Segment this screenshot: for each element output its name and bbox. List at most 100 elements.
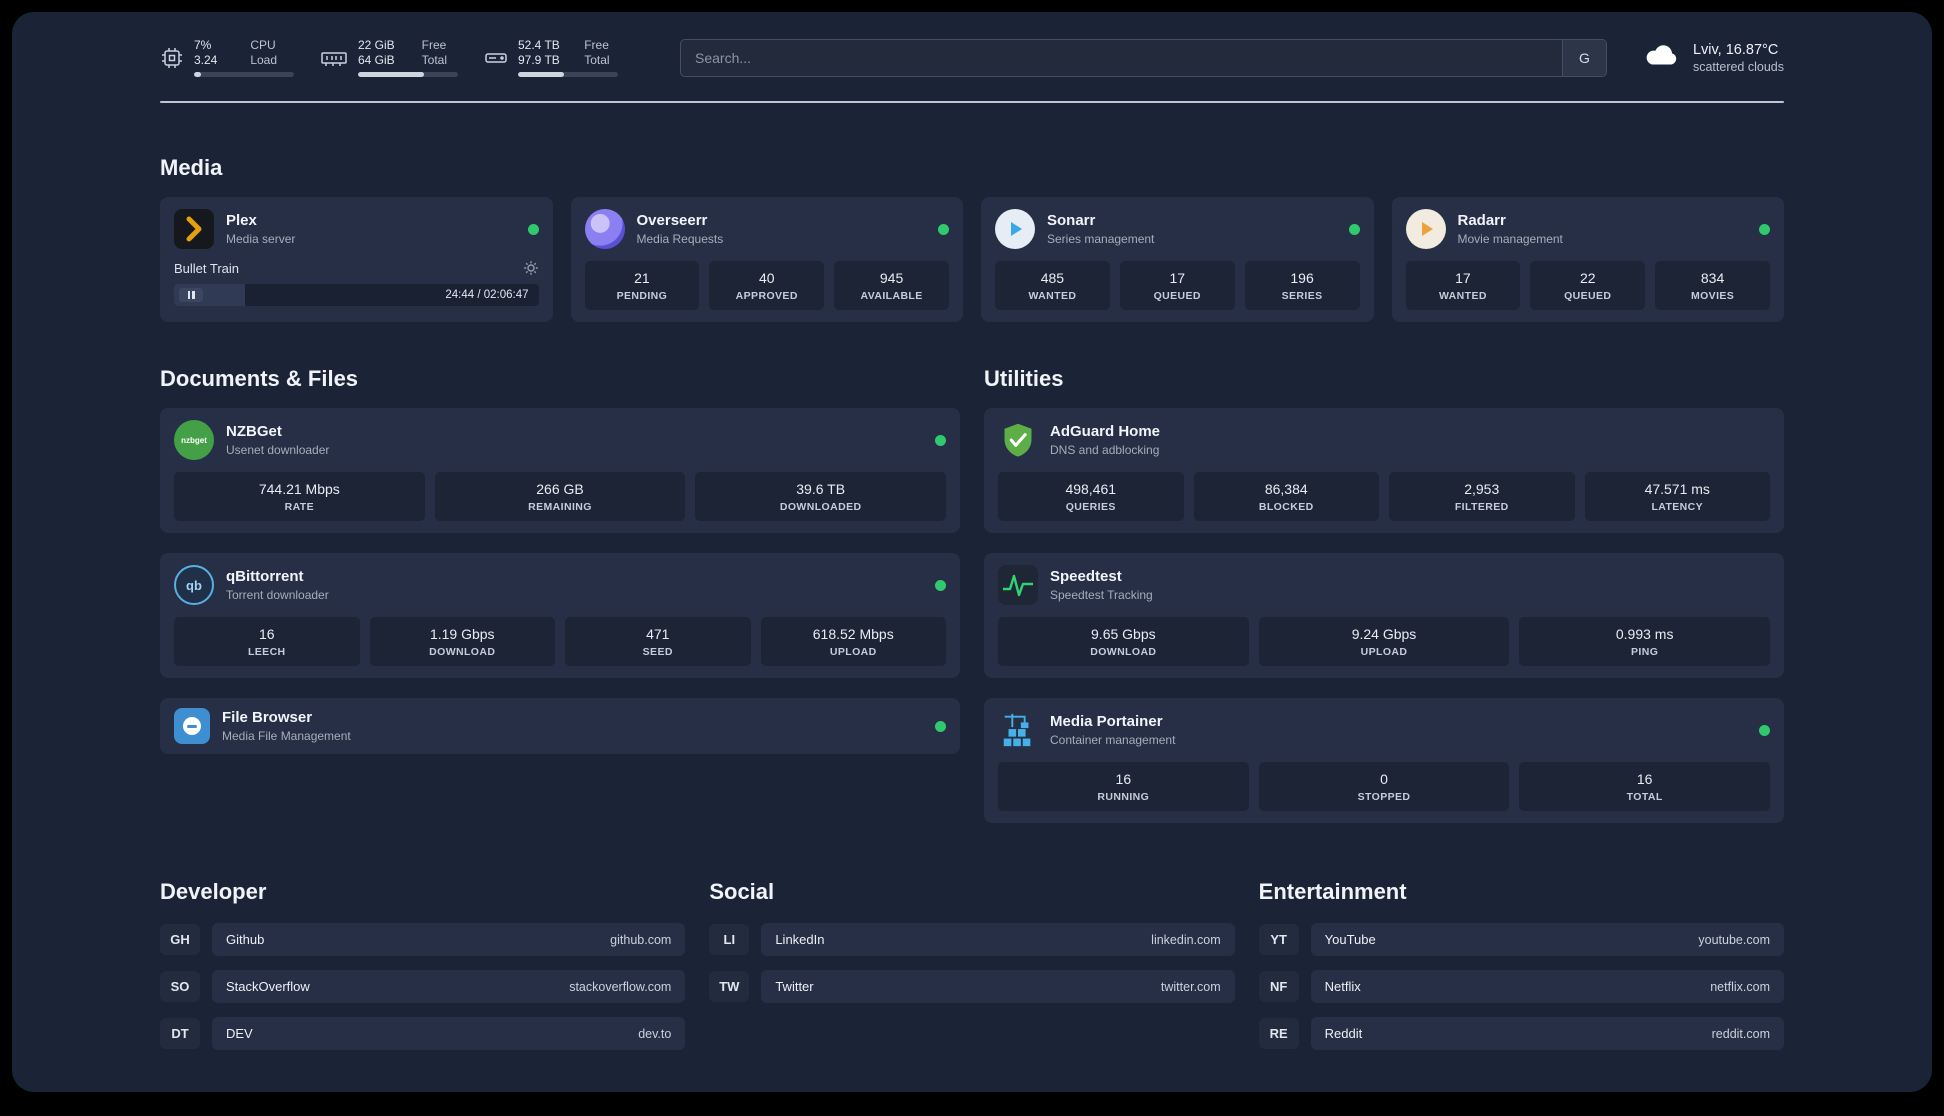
app-subtitle: Media File Management <box>222 729 351 743</box>
app-subtitle: Media server <box>226 232 296 246</box>
link-url: stackoverflow.com <box>569 979 672 994</box>
search-engine-button[interactable]: G <box>1561 39 1606 76</box>
link-row: RE Reddit reddit.com <box>1258 1017 1784 1050</box>
stat-value: 196 <box>1290 270 1314 286</box>
app-card-nzbget[interactable]: nzbget NZBGet Usenet downloader 744.21 M… <box>160 408 960 533</box>
disk-free-value: 52.4 TB <box>518 38 560 52</box>
playback-time: 24:44 / 02:06:47 <box>445 289 529 301</box>
speedtest-icon <box>998 565 1038 605</box>
link-linkedin[interactable]: LinkedIn linkedin.com <box>761 923 1235 956</box>
cpu-label-top: CPU <box>250 38 276 52</box>
app-name: Speedtest <box>1050 568 1122 585</box>
overseerr-icon <box>584 209 625 249</box>
stat-tile: 485 WANTED <box>995 261 1110 310</box>
sonarr-icon <box>995 209 1035 249</box>
stat-tile: 498,461 QUERIES <box>998 472 1184 521</box>
app-name: Media Portainer <box>1050 713 1163 730</box>
cpu-load-value: 3.24 <box>194 53 218 67</box>
stat-value: 16 <box>1115 771 1132 787</box>
section-title-developer: Developer <box>160 879 267 904</box>
link-row: NF Netflix netflix.com <box>1258 970 1784 1003</box>
stat-label: TOTAL <box>1626 791 1663 803</box>
app-card-qbittorrent[interactable]: qb qBittorrent Torrent downloader 16 LEE… <box>160 553 960 678</box>
ram-usage-fill <box>358 72 424 77</box>
stat-tile: 0 STOPPED <box>1258 762 1510 811</box>
link-name: Netflix <box>1324 979 1361 994</box>
app-card-speedtest[interactable]: Speedtest Speedtest Tracking 9.65 Gbps D… <box>984 553 1784 678</box>
disk-total-label: Total <box>584 53 610 67</box>
stat-label: QUEUED <box>1564 290 1612 302</box>
app-card-sonarr[interactable]: Sonarr Series management 485 WANTED 17 Q… <box>981 197 1374 322</box>
app-name: Overseerr <box>636 212 708 229</box>
topbar: 7% CPU 3.24 Load 22 GiB <box>160 12 1784 77</box>
stat-tile: 17 WANTED <box>1405 261 1521 310</box>
pause-button[interactable] <box>179 288 203 302</box>
stat-value: 9.24 Gbps <box>1351 626 1417 642</box>
link-youtube[interactable]: YouTube youtube.com <box>1310 923 1784 956</box>
app-card-portainer[interactable]: Media Portainer Container management 16 … <box>984 698 1784 823</box>
disk-stats: 52.4 TB Free 97.9 TB Total <box>484 38 618 77</box>
link-netflix[interactable]: Netflix netflix.com <box>1310 970 1784 1003</box>
app-card-overseerr[interactable]: Overseerr Media Requests 21 PENDING 40 A… <box>570 197 963 322</box>
app-subtitle: Speedtest Tracking <box>1050 588 1153 602</box>
stat-value: 0 <box>1380 771 1388 787</box>
app-name: NZBGet <box>226 423 282 440</box>
playback-progress-bar[interactable]: 24:44 / 02:06:47 <box>174 284 539 306</box>
cpu-usage-fill <box>194 72 201 77</box>
link-url: reddit.com <box>1711 1026 1770 1041</box>
link-reddit[interactable]: Reddit reddit.com <box>1310 1017 1784 1050</box>
app-card-adguard[interactable]: AdGuard Home DNS and adblocking 498,461 … <box>984 408 1784 533</box>
link-dev[interactable]: DEV dev.to <box>212 1017 686 1050</box>
links-social: Social LI LinkedIn linkedin.com TW Twitt… <box>709 879 1235 1064</box>
app-card-radarr[interactable]: Radarr Movie management 17 WANTED 22 QUE… <box>1391 197 1784 322</box>
stat-tile: 618.52 Mbps UPLOAD <box>760 617 946 666</box>
status-dot <box>1759 223 1770 235</box>
app-subtitle: Usenet downloader <box>226 443 330 457</box>
nzbget-icon: nzbget <box>174 420 214 460</box>
link-abbr: NF <box>1258 971 1299 1002</box>
stat-tile: 0.993 ms PING <box>1519 617 1770 666</box>
radarr-icon <box>1405 209 1446 249</box>
link-row: YT YouTube youtube.com <box>1258 923 1784 956</box>
status-dot <box>1348 223 1360 235</box>
app-name: qBittorrent <box>226 568 304 585</box>
stat-value: 945 <box>879 270 904 286</box>
stat-tile: 86,384 BLOCKED <box>1193 472 1379 521</box>
app-card-filebrowser[interactable]: File Browser Media File Management <box>160 698 960 754</box>
link-name: LinkedIn <box>775 932 825 947</box>
disk-free-label: Free <box>584 38 609 52</box>
stat-value: 17 <box>1455 270 1471 286</box>
search-input[interactable] <box>681 39 1562 76</box>
link-github[interactable]: Github github.com <box>212 923 686 956</box>
link-name: StackOverflow <box>226 979 310 994</box>
link-abbr: GH <box>160 924 200 955</box>
app-name: File Browser <box>222 709 313 726</box>
stat-tile: 22 QUEUED <box>1530 261 1646 310</box>
app-card-plex[interactable]: Plex Media server Bullet Train 24:44 / 0… <box>160 197 553 322</box>
link-stackoverflow[interactable]: StackOverflow stackoverflow.com <box>212 970 686 1003</box>
cpu-percent: 7% <box>194 38 212 52</box>
status-dot <box>938 223 949 235</box>
stat-tile: 1.19 Gbps DOWNLOAD <box>369 617 555 666</box>
stat-tile: 744.21 Mbps RATE <box>174 472 425 521</box>
cpu-stats: 7% CPU 3.24 Load <box>160 38 294 77</box>
link-name: Reddit <box>1324 1026 1363 1041</box>
ram-total-label: Total <box>421 53 448 67</box>
link-twitter[interactable]: Twitter twitter.com <box>761 970 1235 1003</box>
section-title-utilities: Utilities <box>984 366 1064 391</box>
link-row: SO StackOverflow stackoverflow.com <box>160 970 686 1003</box>
ram-icon <box>320 46 348 70</box>
link-abbr: DT <box>160 1018 200 1049</box>
stat-value: 9.65 Gbps <box>1091 626 1156 642</box>
disk-total-value: 97.9 TB <box>518 53 560 67</box>
stat-value: 16 <box>1636 771 1653 787</box>
stat-label: WANTED <box>1028 290 1077 302</box>
stat-label: STOPPED <box>1357 791 1411 803</box>
stat-label: LATENCY <box>1651 501 1704 513</box>
stat-tile: 266 GB REMAINING <box>434 472 686 521</box>
now-playing-title: Bullet Train <box>174 260 240 276</box>
disk-usage-fill <box>518 72 564 77</box>
stat-tile: 9.24 Gbps UPLOAD <box>1258 617 1510 666</box>
stat-value: 2,953 <box>1464 481 1500 497</box>
gear-icon[interactable] <box>523 260 539 276</box>
